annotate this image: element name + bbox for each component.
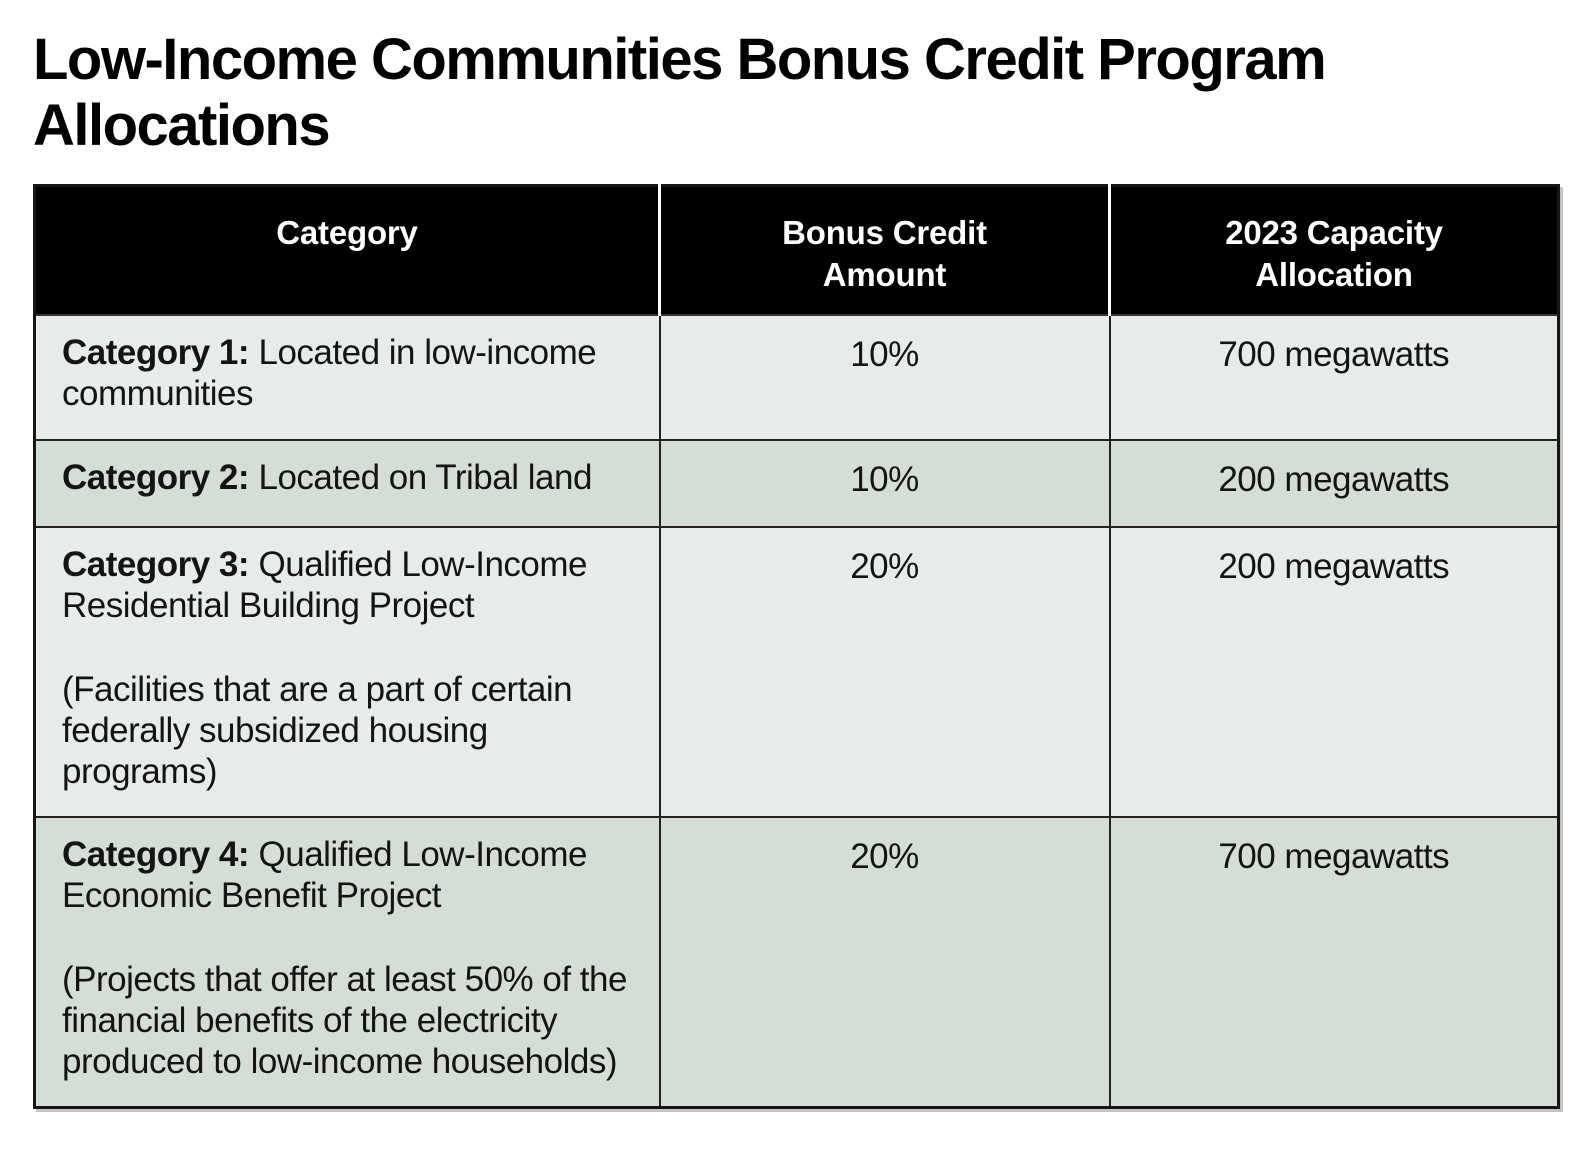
header-label-bonus-credit: Bonus Credit Amount [782,214,987,293]
category-note: (Facilities that are a part of certain f… [62,669,573,791]
bonus-credit-cell: 10% [658,313,1111,441]
allocations-table: Category Bonus Credit Amount 2023 Capaci… [33,184,1560,1109]
page-title-line-1: Low-Income Communities Bonus Credit Prog… [33,27,1327,92]
category-text: Located on Tribal land [258,457,593,497]
category-text: Qualified Low-Income Residential Buildin… [62,544,588,625]
bonus-credit-cell: 20% [658,815,1111,1109]
table-row-category-1: Category 1: Located in low-income communi… [33,313,1560,441]
header-label-capacity-allocation: 2023 Capacity Allocation [1225,214,1443,293]
bonus-credit-cell: 20% [658,525,1111,818]
category-description: Category 3: Qualified Low-Income Resident… [62,544,637,626]
capacity-allocation-cell: 200 megawatts [1108,438,1560,528]
category-label: Category 3: [62,544,250,584]
category-note: (Projects that offer at least 50% of the… [62,959,627,1081]
header-cell-category: Category [33,184,661,316]
header-cell-bonus-credit: Bonus Credit Amount [658,184,1111,316]
capacity-allocation-cell: 700 megawatts [1108,313,1560,441]
category-cell: Category 2: Located on Tribal land [33,438,661,528]
page-title: Low-Income Communities Bonus Credit Prog… [33,27,1593,159]
category-label: Category 1: [62,332,250,372]
capacity-allocation-cell: 700 megawatts [1108,815,1560,1109]
bonus-credit-cell: 10% [658,438,1111,528]
category-cell: Category 1: Located in low-income communi… [33,313,661,441]
category-text: Located in low-income communities [62,332,597,413]
table-row-category-2: Category 2: Located on Tribal land 10% 20… [33,438,1560,528]
category-label: Category 2: [62,457,250,497]
category-cell: Category 4: Qualified Low-Income Economic… [33,815,661,1109]
header-cell-capacity-allocation: 2023 Capacity Allocation [1108,184,1560,316]
table-header-row: Category Bonus Credit Amount 2023 Capaci… [33,184,1560,316]
category-description: Category 4: Qualified Low-Income Economic… [62,834,637,916]
page-title-line-2: Allocations [33,93,331,158]
table-row-category-3: Category 3: Qualified Low-Income Resident… [33,525,1560,818]
category-label: Category 4: [62,834,250,874]
category-cell: Category 3: Qualified Low-Income Resident… [33,525,661,818]
table-row-category-4: Category 4: Qualified Low-Income Economic… [33,815,1560,1109]
capacity-allocation-cell: 200 megawatts [1108,525,1560,818]
category-description: Category 2: Located on Tribal land [62,457,637,498]
header-label-category: Category [276,214,418,251]
category-description: Category 1: Located in low-income communi… [62,332,637,414]
category-text: Qualified Low-Income Economic Benefit Pr… [62,834,588,915]
